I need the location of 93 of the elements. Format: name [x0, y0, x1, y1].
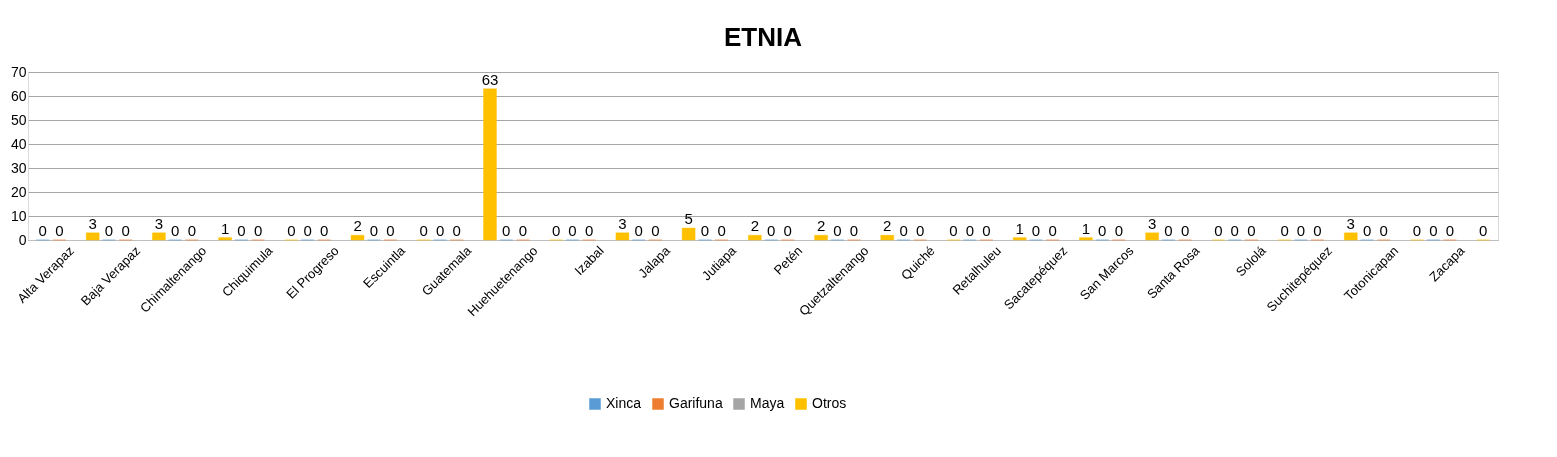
data-label: 0	[1313, 222, 1322, 239]
data-label: 0	[916, 222, 925, 239]
data-label: 0	[584, 222, 594, 239]
data-label: 3	[88, 214, 97, 232]
chart-title: ETNIA	[724, 22, 803, 52]
data-label: 3	[1346, 214, 1355, 232]
data-label: 1	[1015, 219, 1024, 237]
y-tick-label: 10	[10, 207, 27, 224]
data-label: 0	[419, 222, 428, 239]
data-label: 0	[1362, 222, 1372, 239]
data-label: 0	[982, 222, 991, 239]
data-label: 0	[1412, 222, 1422, 239]
legend-label: Otros	[812, 395, 847, 411]
y-tick-label: 70	[10, 63, 27, 80]
data-label: 3	[618, 214, 627, 232]
data-label: 2	[816, 217, 826, 235]
data-label: 0	[634, 222, 643, 239]
bar	[748, 235, 762, 241]
data-label: 0	[518, 222, 528, 239]
data-label: 0	[104, 222, 114, 239]
data-label: 0	[237, 222, 246, 239]
data-label: 2	[353, 217, 362, 235]
data-label: 0	[1379, 222, 1388, 239]
data-label: 0	[766, 222, 776, 239]
data-label: 0	[552, 222, 561, 239]
data-label: 0	[1479, 222, 1488, 239]
data-label: 3	[154, 214, 164, 232]
data-label: 0	[1164, 222, 1173, 239]
data-label: 0	[1280, 222, 1289, 239]
data-label: 0	[320, 222, 329, 239]
data-label: 0	[502, 222, 511, 239]
data-label: 0	[949, 222, 958, 239]
data-label: 3	[1147, 214, 1157, 232]
data-label: 0	[849, 222, 859, 239]
data-label: 1	[220, 219, 230, 237]
bar	[1344, 232, 1358, 241]
data-label: 0	[121, 222, 130, 239]
data-label: 0	[1230, 222, 1239, 239]
data-label: 0	[435, 222, 445, 239]
bar	[350, 235, 365, 241]
data-label: 2	[750, 217, 760, 235]
legend-label: Maya	[750, 395, 785, 411]
data-label: 1	[1081, 219, 1091, 237]
data-label: 0	[651, 222, 660, 239]
data-label: 0	[1296, 222, 1306, 239]
y-tick-label: 20	[10, 183, 27, 200]
data-label: 0	[187, 222, 197, 239]
y-tick-label: 40	[10, 135, 27, 152]
bar	[814, 235, 828, 241]
legend-label: Xinca	[606, 395, 642, 411]
data-label: 0	[717, 222, 726, 239]
data-label: 0	[833, 222, 842, 239]
data-label: 5	[684, 210, 693, 227]
data-label: 0	[1214, 222, 1223, 239]
data-label: 63	[481, 70, 499, 88]
data-label: 0	[1098, 222, 1107, 239]
data-label: 0	[386, 222, 395, 239]
bar	[1079, 237, 1093, 241]
bar	[1013, 237, 1027, 241]
data-label: 0	[1429, 222, 1438, 239]
bar	[880, 235, 894, 241]
bar	[218, 237, 232, 241]
bar	[1145, 232, 1159, 241]
data-label: 0	[38, 222, 47, 239]
data-label: 0	[899, 222, 908, 239]
data-label: 0	[253, 222, 263, 239]
data-label: 0	[1048, 222, 1057, 239]
data-label: 0	[568, 222, 577, 239]
bar	[615, 232, 630, 241]
data-label: 0	[287, 222, 296, 239]
data-label: 0	[1247, 222, 1256, 239]
bar	[86, 232, 100, 241]
data-label: 0	[1180, 222, 1190, 239]
data-label: 0	[1031, 222, 1041, 239]
data-label: 0	[369, 222, 379, 239]
data-label: 2	[883, 217, 892, 235]
y-tick-label: 50	[10, 111, 27, 128]
data-label: 0	[965, 222, 974, 239]
data-label: 0	[452, 222, 461, 239]
data-label: 0	[700, 222, 710, 239]
y-tick-label: 30	[10, 159, 27, 176]
bar	[681, 227, 696, 241]
data-label: 0	[171, 222, 180, 239]
bar	[483, 88, 497, 241]
y-tick-label: 0	[18, 231, 27, 248]
data-label: 0	[783, 222, 792, 239]
data-label: 0	[55, 222, 64, 239]
data-label: 0	[1445, 222, 1455, 239]
data-label: 0	[1114, 222, 1124, 239]
y-tick-label: 60	[10, 87, 27, 104]
legend-label: Garifuna	[669, 395, 723, 411]
bar	[152, 232, 166, 241]
data-label: 0	[303, 222, 312, 239]
